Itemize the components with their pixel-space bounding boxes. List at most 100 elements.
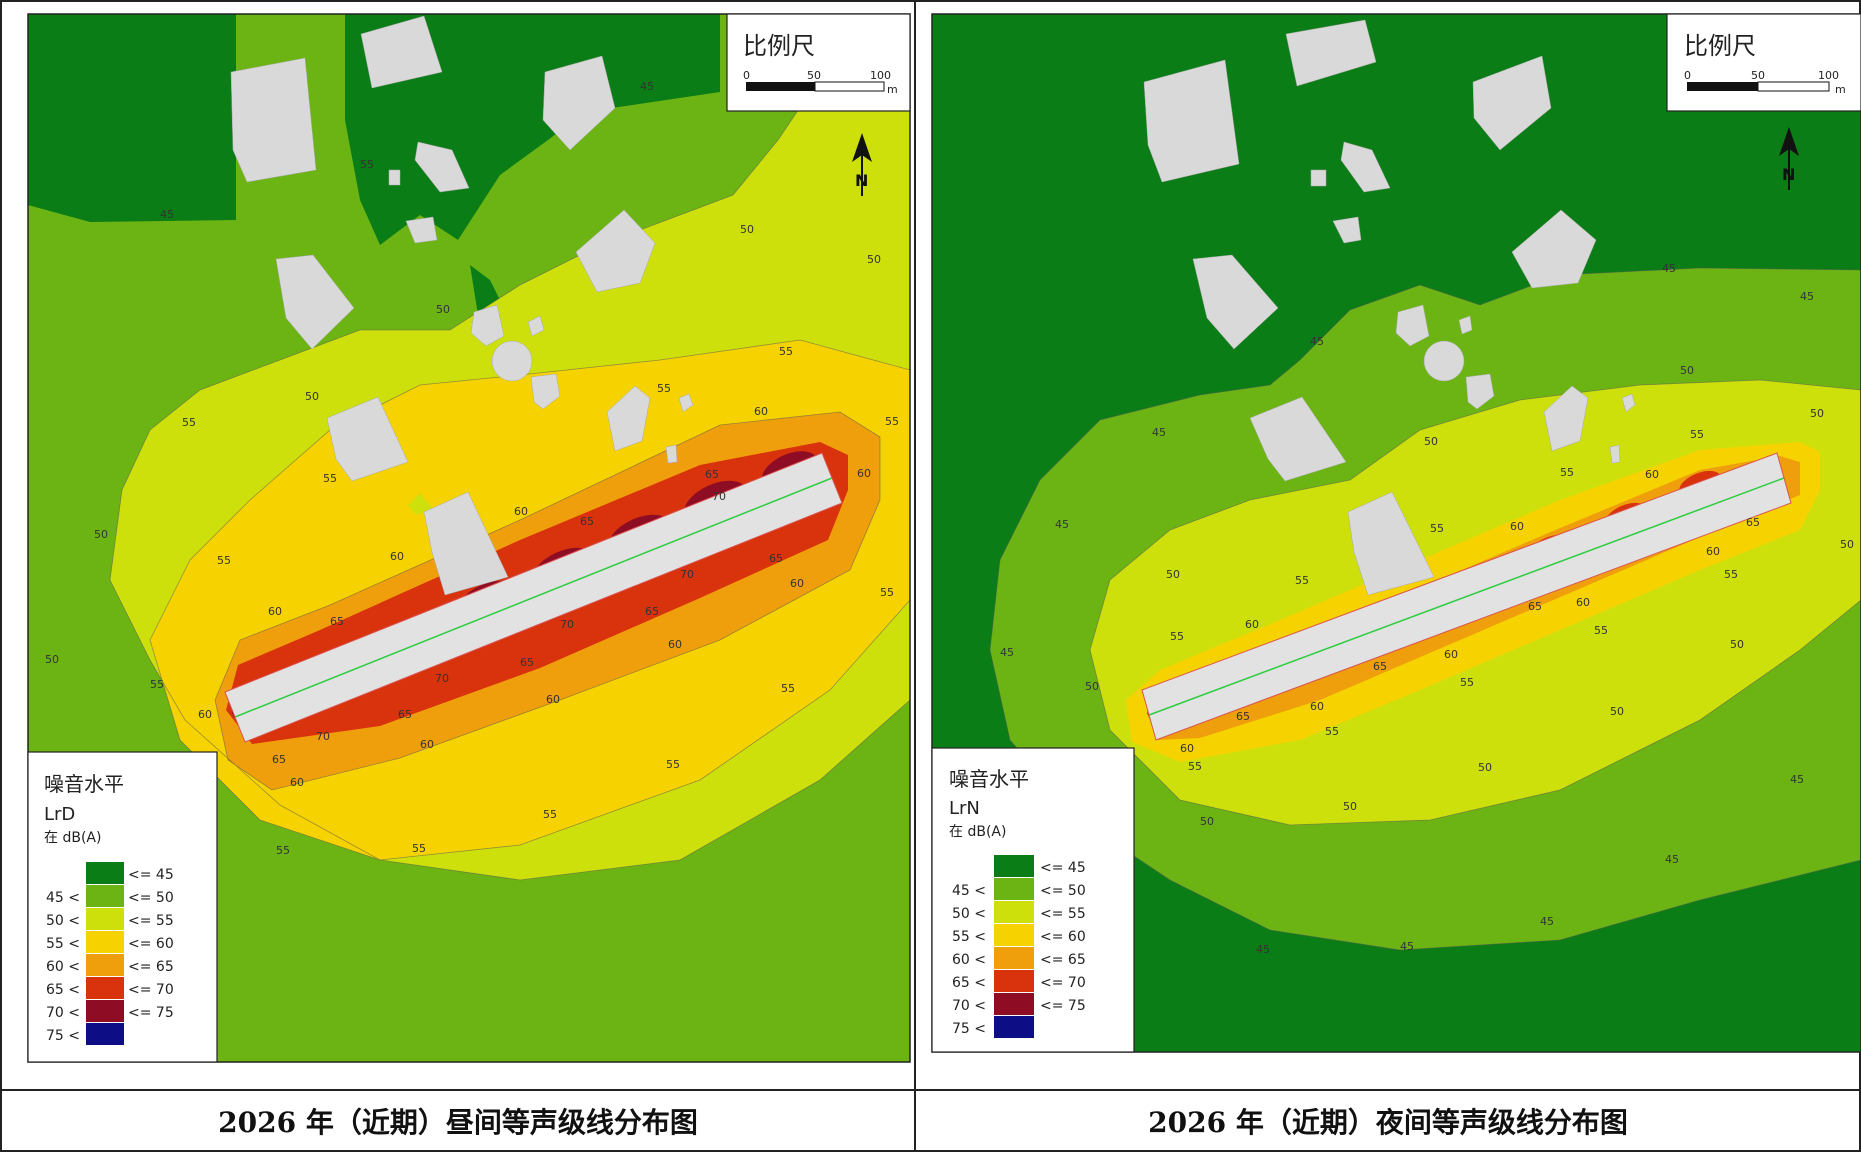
contour-label-50: 50 [1200, 815, 1214, 828]
legend-lower-bound: 45 < [46, 890, 80, 906]
contour-label-45: 45 [640, 80, 654, 93]
legend-upper-bound: <= 70 [128, 982, 174, 998]
contour-label-50: 50 [1610, 705, 1624, 718]
contour-label-55: 55 [1560, 466, 1574, 479]
contour-label-60: 60 [1706, 545, 1720, 558]
contour-label-55: 55 [543, 808, 557, 821]
contour-label-55: 55 [1594, 624, 1608, 637]
contour-label-60: 60 [790, 577, 804, 590]
contour-label-60: 60 [1444, 648, 1458, 661]
legend-upper-bound: <= 65 [1040, 952, 1086, 968]
contour-label-65: 65 [398, 708, 412, 721]
scale-tick-50: 50 [1751, 69, 1765, 82]
scale-tick-50: 50 [807, 69, 821, 82]
scale-unit: m [887, 83, 898, 96]
legend-lower-bound: 45 < [952, 883, 986, 899]
scale-bar-black [1687, 82, 1758, 91]
legend-lower-bound: 75 < [46, 1028, 80, 1044]
contour-label-55: 55 [1460, 676, 1474, 689]
legend-lower-bound: 50 < [46, 913, 80, 929]
scale-bar-black [746, 82, 815, 91]
contour-label-60: 60 [668, 638, 682, 651]
contour-label-60: 60 [1245, 618, 1259, 631]
legend-lower-bound: 50 < [952, 906, 986, 922]
contour-label-70: 70 [316, 730, 330, 743]
legend-swatch [994, 924, 1034, 946]
contour-label-55: 55 [360, 158, 374, 171]
contour-label-50: 50 [1810, 407, 1824, 420]
legend-lower-bound: 75 < [952, 1021, 986, 1037]
north-icon: N [1782, 165, 1795, 184]
contour-label-65: 65 [272, 753, 286, 766]
legend-lower-bound: 70 < [952, 998, 986, 1014]
day-legend: 噪音水平 LrD 在 dB(A) <= 45 45 < <= 50 50 < <= 55… [27, 751, 218, 1063]
contour-label-55: 55 [1295, 574, 1309, 587]
legend-swatch [86, 1000, 124, 1022]
scale-title: 比例尺 [1684, 32, 1756, 60]
legend-upper-bound: <= 50 [128, 890, 174, 906]
contour-label-55: 55 [779, 345, 793, 358]
legend-upper-bound: <= 60 [128, 936, 174, 952]
legend-upper-bound: <= 70 [1040, 975, 1086, 991]
legend-upper-bound: <= 55 [1040, 906, 1086, 922]
contour-label-60: 60 [1576, 596, 1590, 609]
day-north-arrow: N [852, 133, 872, 196]
zone-50-55-patch [408, 493, 432, 515]
contour-label-45: 45 [1540, 915, 1554, 928]
contour-label-45: 45 [1800, 290, 1814, 303]
contour-label-45: 45 [160, 208, 174, 221]
contour-label-50: 50 [1343, 800, 1357, 813]
contour-label-45: 45 [1256, 943, 1270, 956]
contour-label-65: 65 [330, 615, 344, 628]
contour-label-55: 55 [182, 416, 196, 429]
contour-label-70: 70 [560, 618, 574, 631]
contour-label-55: 55 [1690, 428, 1704, 441]
contour-label-70: 70 [435, 672, 449, 685]
night-north-arrow: N [1779, 127, 1799, 190]
legend-upper-bound: <= 65 [128, 959, 174, 975]
contour-label-65: 65 [705, 468, 719, 481]
contour-label-55: 55 [276, 844, 290, 857]
contour-lines [109, 89, 910, 881]
scale-tick-0: 0 [743, 69, 750, 82]
contour-label-55: 55 [666, 758, 680, 771]
contour-label-65: 65 [580, 515, 594, 528]
legend-swatch [86, 954, 124, 976]
north-icon: N [855, 171, 868, 190]
contour-label-55: 55 [150, 678, 164, 691]
legend-lower-bound: 60 < [952, 952, 986, 968]
contour-label-55: 55 [1188, 760, 1202, 773]
scale-tick-100: 100 [870, 69, 891, 82]
scale-tick-100: 100 [1818, 69, 1839, 82]
contour-label-50: 50 [1730, 638, 1744, 651]
contour-label-50: 50 [45, 653, 59, 666]
legend-upper-bound: <= 60 [1040, 929, 1086, 945]
contour-label-50: 50 [436, 303, 450, 316]
contour-label-50: 50 [1840, 538, 1854, 551]
contour-label-55: 55 [412, 842, 426, 855]
legend-swatch [86, 908, 124, 930]
contour-label-45: 45 [1400, 940, 1414, 953]
contour-label-55: 55 [1430, 522, 1444, 535]
legend-swatch [994, 878, 1034, 900]
contour-label-60: 60 [857, 467, 871, 480]
contour-label-60: 60 [514, 505, 528, 518]
legend-lower-bound: 70 < [46, 1005, 80, 1021]
legend-lower-bound: 65 < [46, 982, 80, 998]
legend-lower-bound: 55 < [952, 929, 986, 945]
legend-swatch [86, 931, 124, 953]
road-centerline [234, 477, 833, 718]
legend-unit: 在 dB(A) [44, 830, 101, 846]
contour-label-65: 65 [1528, 600, 1542, 613]
contour-label-65: 65 [769, 552, 783, 565]
legend-swatch [994, 993, 1034, 1015]
contour-label-65: 65 [1236, 710, 1250, 723]
contour-label-55: 55 [1724, 568, 1738, 581]
legend-swatch [86, 885, 124, 907]
contour-value-labels: 45 45 55 50 50 50 50 55 50 50 55 55 55 5… [45, 80, 899, 857]
contour-label-60: 60 [1180, 742, 1194, 755]
contour-label-60: 60 [420, 738, 434, 751]
contour-label-50: 50 [1085, 680, 1099, 693]
